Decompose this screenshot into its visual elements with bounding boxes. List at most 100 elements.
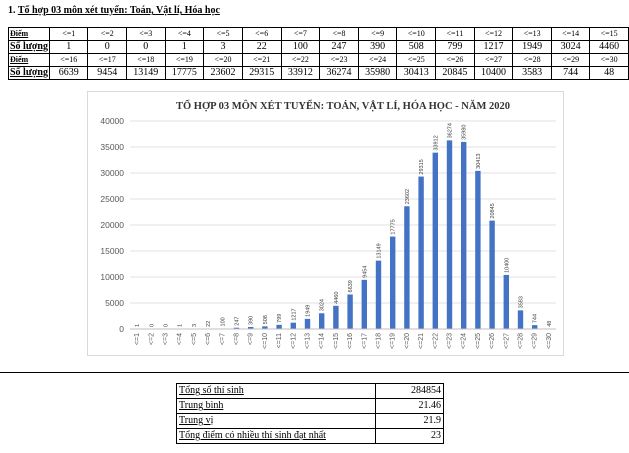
count-cell: 23602 [203, 66, 243, 80]
score-cell: <=13 [512, 27, 552, 41]
data-label: 17775 [391, 219, 397, 234]
score-cell: <=25 [396, 53, 437, 67]
x-tick-label: <=16 [347, 333, 354, 349]
section-heading: 1. Tổ hợp 03 môn xét tuyển: Toán, Vật lí… [8, 5, 220, 16]
score-cell: <=9 [357, 27, 398, 41]
score-cell: <=12 [473, 27, 514, 41]
score-cell: <=14 [550, 27, 591, 41]
count-cell: 508 [396, 40, 437, 54]
data-label: 0 [164, 324, 170, 327]
x-tick-label: <=12 [290, 333, 297, 349]
x-tick-label: <=1 [134, 333, 141, 345]
x-tick-label: <=19 [390, 333, 397, 349]
data-label: 30413 [476, 154, 482, 169]
y-tick-label: 20000 [100, 220, 124, 230]
score-cell: <=3 [125, 27, 166, 41]
score-cell: <=11 [435, 27, 475, 41]
section-number: 1. [8, 5, 18, 16]
x-tick-label: <=13 [305, 333, 312, 349]
data-label: 3 [192, 324, 198, 327]
data-label: 6639 [348, 280, 354, 292]
y-tick-label: 35000 [100, 142, 124, 152]
x-tick-label: <=6 [205, 333, 212, 345]
data-bar [304, 318, 311, 329]
score-cell: <=22 [280, 53, 321, 67]
score-cell: <=2 [87, 27, 127, 41]
data-label: 744 [533, 314, 539, 323]
data-label: 4460 [334, 292, 340, 304]
data-label: 0 [149, 324, 155, 327]
data-bar [319, 313, 325, 329]
score-cell: <=8 [319, 27, 359, 41]
data-label: 1949 [306, 305, 312, 317]
score-cell: <=28 [512, 53, 552, 67]
x-tick-label: <=18 [376, 333, 383, 349]
score-row: Điểm <=1 <=2 <=3 <=4 <=5 <=6 <=7 <=8 <=9 <=10 <=11 <… [8, 27, 629, 41]
x-tick-label: <=26 [489, 333, 496, 349]
x-tick-label: <=25 [475, 333, 482, 349]
data-bar [390, 236, 396, 329]
data-label: 1 [135, 324, 141, 327]
chart-canvas: TỔ HỢP 03 MÔN XÉT TUYỂN: TOÁN, VẬT LÍ, H… [100, 99, 556, 349]
count-row: Số lượng 6639 9454 13149 17775 23602 29315 3391… [8, 66, 629, 80]
data-label: 13149 [377, 243, 383, 258]
count-cell: 33912 [280, 66, 321, 80]
x-tick-label: <=21 [418, 333, 425, 349]
x-tick-label: <=27 [503, 333, 510, 349]
count-cell: 30413 [396, 66, 437, 80]
y-tick-label: 10000 [100, 272, 124, 282]
score-cell: <=29 [550, 53, 591, 67]
count-cell: 10400 [473, 66, 514, 80]
stats-row: Tổng điểm có nhiều thí sinh đạt nhất 23 [176, 428, 444, 444]
y-tick-label: 30000 [100, 168, 124, 178]
data-bar [347, 294, 353, 329]
x-tick-label: <=28 [518, 333, 525, 349]
data-bar [489, 220, 495, 329]
x-tick-label: <=30 [546, 333, 553, 349]
data-label: 3583 [519, 296, 525, 308]
data-bar [248, 326, 254, 329]
x-tick-label: <=17 [361, 333, 368, 349]
section-title: Tổ hợp 03 môn xét tuyển: Toán, Vật lí, H… [17, 5, 220, 16]
data-label: 247 [235, 317, 241, 326]
count-cell: 3024 [550, 40, 591, 54]
data-label: 20845 [490, 203, 496, 218]
count-cell: 799 [435, 40, 475, 54]
data-label: 36274 [448, 123, 454, 138]
count-cell: 9454 [87, 66, 127, 80]
data-label: 1 [178, 324, 184, 327]
summary-stats-table: Tổng số thí sinh 284854 Trung bình 21.46 Tru… [176, 383, 444, 444]
x-tick-label: <=22 [432, 333, 439, 349]
score-histogram-chart: TỔ HỢP 03 MÔN XÉT TUYỂN: TOÁN, VẬT LÍ, H… [87, 91, 564, 356]
data-label: 1217 [291, 308, 297, 320]
y-tick-label: 0 [119, 324, 124, 334]
count-cell: 3 [203, 40, 243, 54]
data-label: 100 [220, 317, 226, 326]
x-tick-label: <=2 [148, 333, 155, 345]
data-label: 9454 [362, 266, 368, 278]
x-tick-label: <=8 [234, 333, 241, 345]
count-cell: 29315 [241, 66, 282, 80]
data-bar [233, 327, 240, 329]
data-label: 799 [277, 314, 283, 323]
data-bar [290, 322, 296, 329]
count-cell: 17775 [164, 66, 205, 80]
divider-line [0, 372, 629, 373]
data-bar [404, 206, 410, 329]
score-cell: <=7 [280, 27, 321, 41]
stats-value: 21.9 [375, 413, 444, 429]
score-cell: <=5 [203, 27, 243, 41]
stats-value: 21.46 [375, 398, 444, 414]
data-bar [446, 140, 453, 329]
data-label: 23602 [405, 189, 411, 204]
x-tick-label: <=7 [219, 333, 226, 345]
x-tick-label: <=14 [319, 333, 326, 349]
stats-row: Trung vị 21.9 [176, 413, 444, 429]
score-cell: <=4 [164, 27, 205, 41]
data-bar [517, 310, 524, 329]
count-cell: 1217 [473, 40, 514, 54]
stats-row: Trung bình 21.46 [176, 398, 444, 414]
x-tick-label: <=9 [248, 333, 255, 345]
count-row: Số lượng 1 0 0 1 3 22 100 247 390 508 799 1217 1949 30… [8, 40, 629, 54]
x-tick-label: <=11 [276, 333, 283, 349]
